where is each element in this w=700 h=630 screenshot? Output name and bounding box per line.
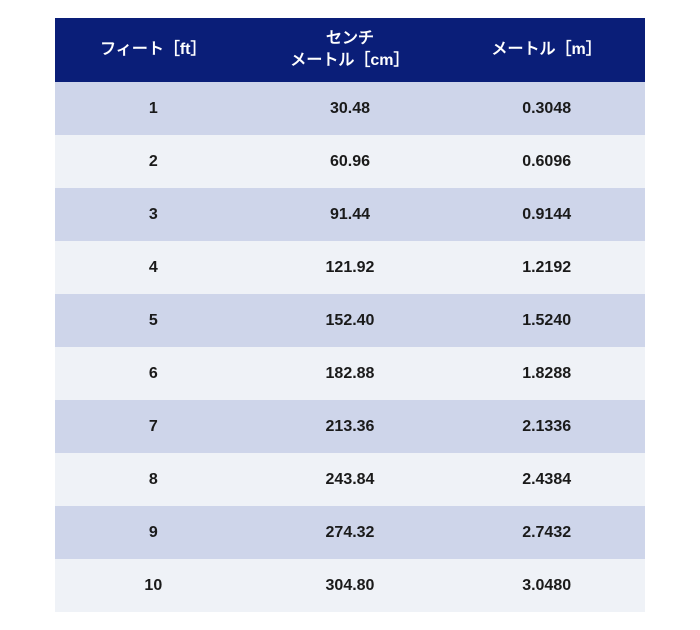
table-cell: 243.84 bbox=[252, 453, 449, 506]
table-cell: 91.44 bbox=[252, 188, 449, 241]
table-row: 9274.322.7432 bbox=[55, 506, 645, 559]
table-row: 260.960.6096 bbox=[55, 135, 645, 188]
table-cell: 9 bbox=[55, 506, 252, 559]
table-cell: 8 bbox=[55, 453, 252, 506]
header-m: メートル［m］ bbox=[448, 18, 645, 83]
header-feet-line1: フィート［ft］ bbox=[63, 39, 244, 61]
table-cell: 304.80 bbox=[252, 559, 449, 612]
header-cm-line1: センチ bbox=[260, 28, 441, 50]
table-row: 4121.921.2192 bbox=[55, 241, 645, 294]
table-cell: 274.32 bbox=[252, 506, 449, 559]
conversion-table: フィート［ft］ センチ メートル［cm］ メートル［m］ 130.480.30… bbox=[55, 18, 645, 613]
table-cell: 2.1336 bbox=[448, 400, 645, 453]
header-row: フィート［ft］ センチ メートル［cm］ メートル［m］ bbox=[55, 18, 645, 83]
table-row: 8243.842.4384 bbox=[55, 453, 645, 506]
table-cell: 6 bbox=[55, 347, 252, 400]
table-cell: 7 bbox=[55, 400, 252, 453]
table-cell: 2.4384 bbox=[448, 453, 645, 506]
table-cell: 60.96 bbox=[252, 135, 449, 188]
table-cell: 2.7432 bbox=[448, 506, 645, 559]
table-row: 7213.362.1336 bbox=[55, 400, 645, 453]
header-cm-line2: メートル［cm］ bbox=[260, 50, 441, 72]
table-row: 10304.803.0480 bbox=[55, 559, 645, 612]
conversion-table-wrapper: フィート［ft］ センチ メートル［cm］ メートル［m］ 130.480.30… bbox=[55, 18, 645, 613]
header-cm: センチ メートル［cm］ bbox=[252, 18, 449, 83]
table-cell: 152.40 bbox=[252, 294, 449, 347]
table-cell: 10 bbox=[55, 559, 252, 612]
table-cell: 4 bbox=[55, 241, 252, 294]
table-cell: 2 bbox=[55, 135, 252, 188]
table-cell: 3 bbox=[55, 188, 252, 241]
table-row: 391.440.9144 bbox=[55, 188, 645, 241]
table-body: 130.480.3048260.960.6096391.440.91444121… bbox=[55, 82, 645, 612]
table-cell: 30.48 bbox=[252, 82, 449, 135]
table-cell: 213.36 bbox=[252, 400, 449, 453]
table-row: 5152.401.5240 bbox=[55, 294, 645, 347]
table-cell: 1 bbox=[55, 82, 252, 135]
table-cell: 1.5240 bbox=[448, 294, 645, 347]
table-cell: 182.88 bbox=[252, 347, 449, 400]
table-cell: 0.9144 bbox=[448, 188, 645, 241]
table-cell: 5 bbox=[55, 294, 252, 347]
table-cell: 3.0480 bbox=[448, 559, 645, 612]
header-feet: フィート［ft］ bbox=[55, 18, 252, 83]
table-row: 6182.881.8288 bbox=[55, 347, 645, 400]
table-cell: 1.8288 bbox=[448, 347, 645, 400]
table-cell: 1.2192 bbox=[448, 241, 645, 294]
header-m-line1: メートル［m］ bbox=[456, 39, 637, 61]
table-cell: 121.92 bbox=[252, 241, 449, 294]
table-cell: 0.6096 bbox=[448, 135, 645, 188]
table-header: フィート［ft］ センチ メートル［cm］ メートル［m］ bbox=[55, 18, 645, 83]
table-cell: 0.3048 bbox=[448, 82, 645, 135]
table-row: 130.480.3048 bbox=[55, 82, 645, 135]
